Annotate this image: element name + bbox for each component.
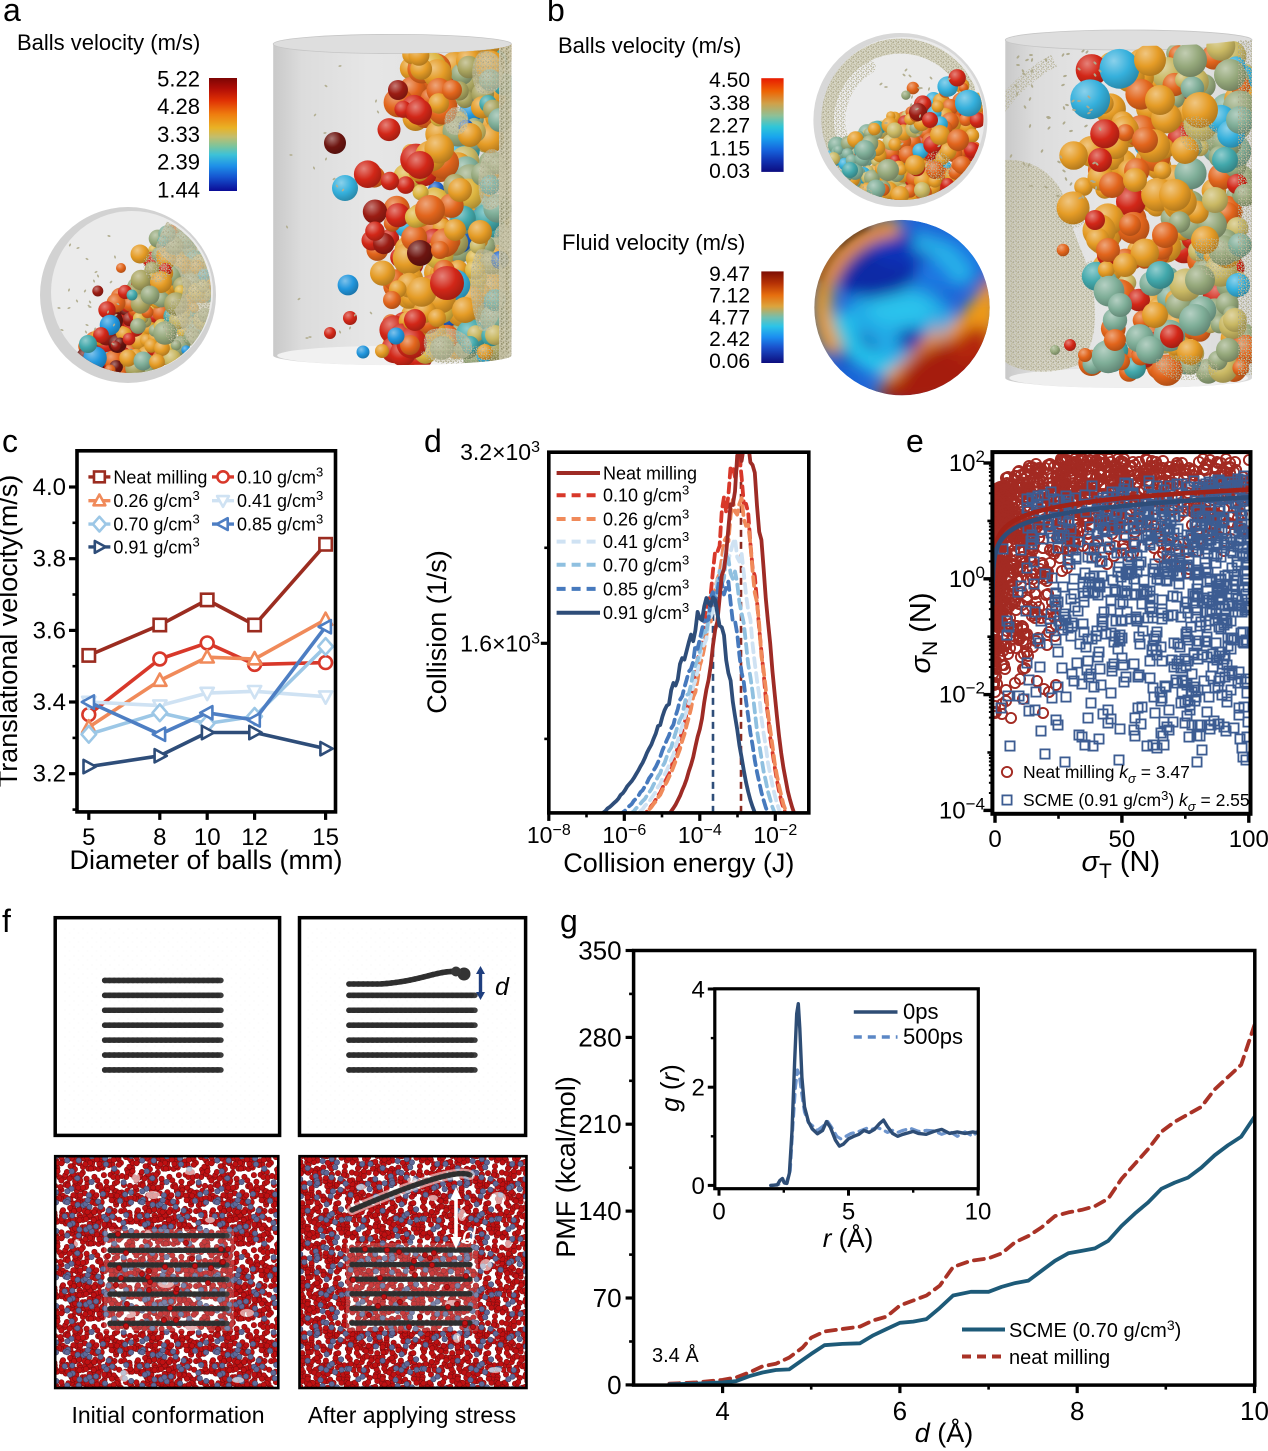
svg-text:4.28: 4.28 [157,94,200,119]
svg-text:10: 10 [194,824,221,851]
svg-text:12: 12 [241,824,268,851]
svg-text:0: 0 [712,1199,725,1226]
svg-text:8: 8 [1070,1396,1084,1426]
svg-text:2.27: 2.27 [709,115,750,138]
svg-text:70: 70 [593,1283,622,1313]
svg-text:1.44: 1.44 [157,177,200,202]
svg-text:4.0: 4.0 [33,474,66,501]
svg-text:9.47: 9.47 [709,263,750,286]
svg-text:0.26 g/cm3: 0.26 g/cm3 [113,488,199,511]
svg-text:Balls velocity (m/s): Balls velocity (m/s) [558,33,741,58]
svg-text:2.42: 2.42 [709,328,750,351]
svg-text:Collision energy (J): Collision energy (J) [563,848,794,878]
svg-text:g: g [560,903,578,939]
svg-text:8: 8 [153,824,166,851]
svg-text:0: 0 [691,1173,704,1200]
svg-text:d: d [424,423,442,459]
svg-text:3.6: 3.6 [33,617,66,644]
svg-text:15: 15 [312,824,339,851]
svg-text:1.15: 1.15 [709,137,750,160]
svg-text:6: 6 [893,1396,907,1426]
svg-text:0.85 g/cm3: 0.85 g/cm3 [603,576,689,599]
svg-text:3.4: 3.4 [33,689,66,716]
svg-text:10: 10 [1240,1396,1268,1426]
svg-text:PMF (kcal/mol): PMF (kcal/mol) [551,1076,581,1258]
svg-text:σN (N): σN (N) [905,593,942,674]
svg-text:3.2: 3.2 [33,761,66,788]
svg-text:140: 140 [578,1196,621,1226]
svg-text:σT (N): σT (N) [1081,846,1160,883]
svg-text:0.10 g/cm3: 0.10 g/cm3 [237,464,323,487]
svg-text:5: 5 [842,1199,855,1226]
svg-text:a: a [3,0,21,28]
svg-text:Collision (1/s): Collision (1/s) [422,550,452,714]
svg-text:1.6×103: 1.6×103 [460,630,540,656]
svg-text:After applying stress: After applying stress [308,1402,516,1428]
svg-text:0.41 g/cm3: 0.41 g/cm3 [603,529,689,552]
svg-text:Neat milling: Neat milling [113,467,207,487]
svg-text:Translational velocity(m/s): Translational velocity(m/s) [0,475,23,788]
svg-text:4: 4 [715,1396,729,1426]
svg-text:neat milling: neat milling [1009,1347,1110,1369]
svg-text:r (Å): r (Å) [823,1223,874,1253]
svg-text:0ps: 0ps [903,999,938,1024]
svg-text:3.38: 3.38 [709,92,750,115]
svg-text:Balls velocity (m/s): Balls velocity (m/s) [17,30,200,55]
svg-text:4.77: 4.77 [709,306,750,329]
svg-text:0: 0 [607,1370,621,1400]
svg-text:500ps: 500ps [903,1024,963,1049]
svg-text:0.26 g/cm3: 0.26 g/cm3 [603,507,689,530]
svg-text:5: 5 [82,824,95,851]
svg-text:d: d [495,973,510,1001]
svg-text:0.91 g/cm3: 0.91 g/cm3 [603,600,689,623]
svg-text:0.10 g/cm3: 0.10 g/cm3 [603,483,689,506]
svg-text:210: 210 [578,1109,621,1139]
svg-text:3.4 Å: 3.4 Å [652,1344,699,1367]
svg-text:3.33: 3.33 [157,122,200,147]
svg-text:Fluid velocity (m/s): Fluid velocity (m/s) [562,230,745,255]
svg-text:5.22: 5.22 [157,67,200,92]
svg-text:0.06: 0.06 [709,350,750,373]
svg-text:2.39: 2.39 [157,150,200,175]
svg-text:50: 50 [1109,826,1136,853]
svg-text:280: 280 [578,1022,621,1052]
svg-text:d (Å): d (Å) [915,1417,974,1448]
svg-text:0.91 g/cm3: 0.91 g/cm3 [113,534,199,557]
svg-text:Diameter of balls (mm): Diameter of balls (mm) [69,845,342,875]
svg-text:d: d [462,1222,477,1250]
svg-text:b: b [547,0,565,28]
svg-text:SCME (0.70 g/cm3): SCME (0.70 g/cm3) [1009,1317,1181,1342]
svg-text:0.70 g/cm3: 0.70 g/cm3 [603,552,689,575]
svg-text:10: 10 [965,1199,992,1226]
svg-text:10−8: 10−8 [527,822,571,848]
svg-text:Neat milling: Neat milling [603,464,697,484]
svg-text:2: 2 [691,1075,704,1102]
svg-text:100: 100 [1229,826,1268,853]
svg-text:Initial conformation: Initial conformation [71,1402,264,1428]
svg-text:c: c [2,423,18,459]
svg-text:0.70 g/cm3: 0.70 g/cm3 [113,512,199,535]
svg-text:4.50: 4.50 [709,69,750,92]
svg-text:f: f [2,903,11,939]
svg-text:7.12: 7.12 [709,285,750,308]
svg-text:350: 350 [578,936,621,966]
svg-text:3.2×103: 3.2×103 [460,439,540,465]
svg-text:g (r): g (r) [655,1064,685,1112]
svg-text:10−2: 10−2 [753,822,797,848]
svg-text:0: 0 [988,826,1001,853]
svg-text:SCME (0.91 g/cm3) kσ = 2.55: SCME (0.91 g/cm3) kσ = 2.55 [1023,788,1250,814]
svg-text:0.85 g/cm3: 0.85 g/cm3 [237,512,323,535]
svg-text:e: e [906,423,924,459]
svg-text:4: 4 [691,977,704,1004]
svg-text:3.8: 3.8 [33,546,66,573]
svg-text:0.41 g/cm3: 0.41 g/cm3 [237,488,323,511]
svg-text:0.03: 0.03 [709,160,750,183]
